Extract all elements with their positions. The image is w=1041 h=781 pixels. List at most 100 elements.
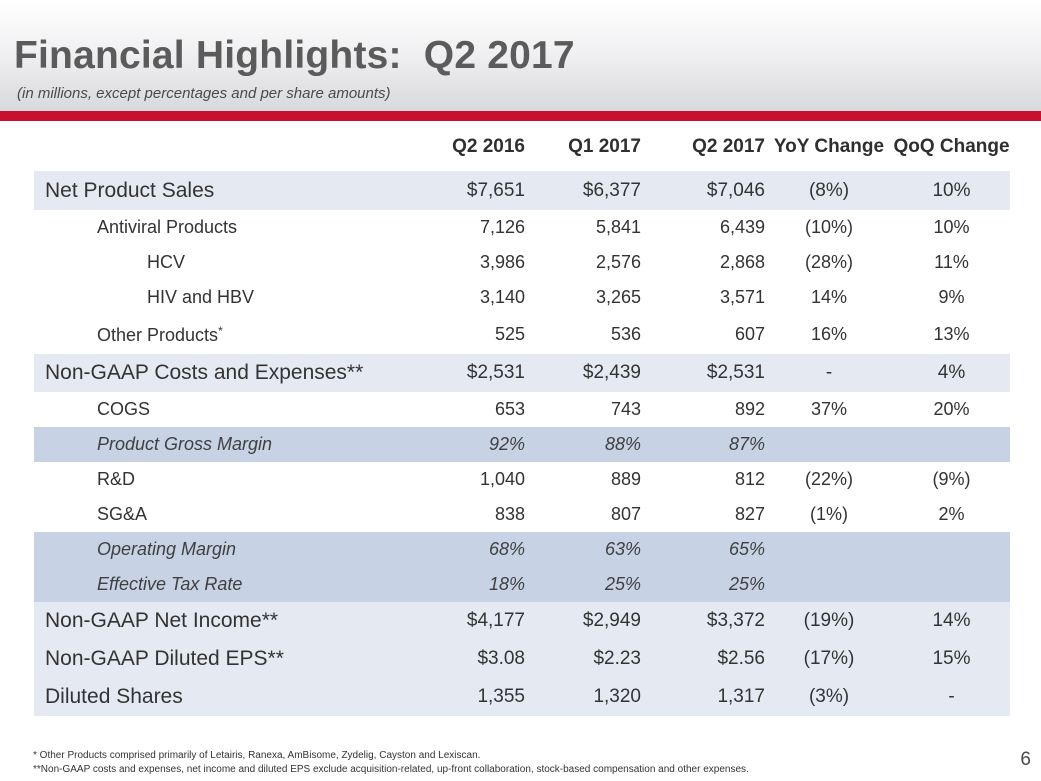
- row-label: Operating Margin: [34, 532, 406, 567]
- row-label: Net Product Sales: [34, 171, 406, 210]
- row-label-cell: Other Products*: [34, 315, 406, 354]
- cell-q2-2017: 892: [734, 399, 765, 419]
- table-row-antiviral-products: Antiviral Products 7,126 5,841 6,439 (10…: [34, 210, 1010, 245]
- table-row-non-gaap-costs: Non-GAAP Costs and Expenses** $2,531 $2,…: [34, 354, 1010, 392]
- row-label: HIV and HBV: [147, 287, 255, 307]
- page-title: Financial Highlights: Q2 2017: [14, 34, 575, 77]
- table-row-sg-and-a: SG&A 838 807 827 (1%) 2%: [34, 497, 1010, 532]
- cell-yoy: 37%: [810, 399, 848, 419]
- table-row-non-gaap-net-income: Non-GAAP Net Income** $4,177 $2,949 $3,3…: [34, 602, 1010, 640]
- row-label: Product Gross Margin: [34, 427, 406, 462]
- header-q1-2017: Q1 2017: [568, 135, 641, 157]
- table-row-other-products: Other Products* 525 536 607 16% 13%: [34, 315, 1010, 354]
- cell-q2-2016: $3.08: [406, 640, 525, 678]
- cell-q2-2016: 525: [494, 324, 525, 344]
- cell-q1-2017: 5,841: [595, 217, 641, 237]
- footnote-other-products: * Other Products comprised primarily of …: [33, 750, 481, 761]
- cell-q1-2017: 889: [610, 469, 641, 489]
- row-label: Other Products: [97, 324, 219, 345]
- cell-q1-2017: $6,377: [525, 171, 641, 210]
- cell-q2-2016: 653: [494, 399, 525, 419]
- table-row-net-product-sales: Net Product Sales $7,651 $6,377 $7,046 (…: [34, 171, 1010, 210]
- cell-qoq: -: [893, 678, 1010, 716]
- cell-yoy: (19%): [765, 602, 893, 640]
- cell-q2-2017: $7,046: [641, 171, 765, 210]
- cell-q2-2017: 6,439: [719, 217, 765, 237]
- cell-q1-2017: $2,949: [525, 602, 641, 640]
- cell-q2-2016: 1,355: [406, 678, 525, 716]
- row-label: Non-GAAP Costs and Expenses**: [34, 354, 406, 392]
- cell-q2-2017: 65%: [641, 532, 765, 567]
- cell-q2-2016: 3,140: [479, 287, 525, 307]
- row-label: COGS: [97, 399, 151, 419]
- cell-qoq: 15%: [893, 640, 1010, 678]
- cell-q2-2017: $2.56: [641, 640, 765, 678]
- cell-q2-2017: 2,868: [719, 252, 765, 272]
- cell-q2-2017: $2,531: [641, 354, 765, 392]
- cell-q1-2017: 2,576: [595, 252, 641, 272]
- cell-qoq: [893, 427, 1010, 462]
- table-row-hcv: HCV 3,986 2,576 2,868 (28%) 11%: [34, 245, 1010, 280]
- cell-q2-2017: 827: [734, 504, 765, 524]
- cell-q2-2017: $3,372: [641, 602, 765, 640]
- cell-q2-2016: $2,531: [406, 354, 525, 392]
- table-row-product-gross-margin: Product Gross Margin 92% 88% 87%: [34, 427, 1010, 462]
- cell-qoq: 2%: [938, 504, 965, 524]
- table-row-hiv-and-hbv: HIV and HBV 3,140 3,265 3,571 14% 9%: [34, 280, 1010, 315]
- cell-qoq: (9%): [932, 469, 971, 489]
- cell-yoy: (17%): [765, 640, 893, 678]
- cell-yoy: -: [765, 354, 893, 392]
- cell-q1-2017: $2.23: [525, 640, 641, 678]
- cell-q1-2017: 63%: [525, 532, 641, 567]
- cell-qoq: 10%: [893, 171, 1010, 210]
- header-band: [0, 0, 1041, 112]
- footnote-marker: *: [218, 323, 223, 338]
- cell-q2-2016: 68%: [406, 532, 525, 567]
- footnote-non-gaap: **Non-GAAP costs and expenses, net incom…: [33, 764, 749, 775]
- cell-q1-2017: 88%: [525, 427, 641, 462]
- cell-q1-2017: 25%: [525, 567, 641, 602]
- page-subtitle: (in millions, except percentages and per…: [17, 85, 391, 102]
- cell-yoy: (1%): [809, 504, 848, 524]
- cell-q2-2016: $4,177: [406, 602, 525, 640]
- row-label: Antiviral Products: [97, 217, 238, 237]
- cell-yoy: (28%): [804, 252, 853, 272]
- row-label: Non-GAAP Net Income**: [34, 602, 406, 640]
- row-label: Diluted Shares: [34, 678, 406, 716]
- cell-yoy: [765, 427, 893, 462]
- cell-yoy: 14%: [810, 287, 848, 307]
- cell-qoq: 10%: [933, 217, 970, 237]
- cell-yoy: 16%: [810, 324, 848, 344]
- cell-q2-2016: 838: [494, 504, 525, 524]
- cell-q1-2017: $2,439: [525, 354, 641, 392]
- table-row-non-gaap-diluted-eps: Non-GAAP Diluted EPS** $3.08 $2.23 $2.56…: [34, 640, 1010, 678]
- cell-qoq: [893, 532, 1010, 567]
- row-label: HCV: [147, 252, 186, 272]
- cell-qoq: 4%: [893, 354, 1010, 392]
- cell-q1-2017: 1,320: [525, 678, 641, 716]
- cell-qoq: [893, 567, 1010, 602]
- cell-q2-2017: 1,317: [641, 678, 765, 716]
- cell-q2-2017: 25%: [641, 567, 765, 602]
- table-row-effective-tax-rate: Effective Tax Rate 18% 25% 25%: [34, 567, 1010, 602]
- cell-q2-2016: 1,040: [479, 469, 525, 489]
- table-row-r-and-d: R&D 1,040 889 812 (22%) (9%): [34, 462, 1010, 497]
- cell-qoq: 13%: [933, 324, 970, 344]
- financial-table: Q2 2016 Q1 2017 Q2 2017 YoY Change QoQ C…: [34, 121, 1010, 716]
- cell-q2-2017: 87%: [641, 427, 765, 462]
- cell-qoq: 9%: [938, 287, 965, 307]
- cell-qoq: 11%: [934, 252, 969, 272]
- accent-divider: [0, 111, 1041, 121]
- header-q2-2017: Q2 2017: [692, 135, 765, 157]
- cell-yoy: (8%): [765, 171, 893, 210]
- cell-qoq: 20%: [933, 399, 970, 419]
- cell-qoq: 14%: [893, 602, 1010, 640]
- cell-q2-2016: 18%: [406, 567, 525, 602]
- cell-yoy: (3%): [765, 678, 893, 716]
- table-row-cogs: COGS 653 743 892 37% 20%: [34, 392, 1010, 427]
- cell-q2-2017: 607: [734, 324, 765, 344]
- header-qoq-change: QoQ Change: [893, 135, 1010, 157]
- header-q2-2016: Q2 2016: [452, 135, 525, 157]
- row-label: Effective Tax Rate: [34, 567, 406, 602]
- cell-q2-2016: 7,126: [479, 217, 525, 237]
